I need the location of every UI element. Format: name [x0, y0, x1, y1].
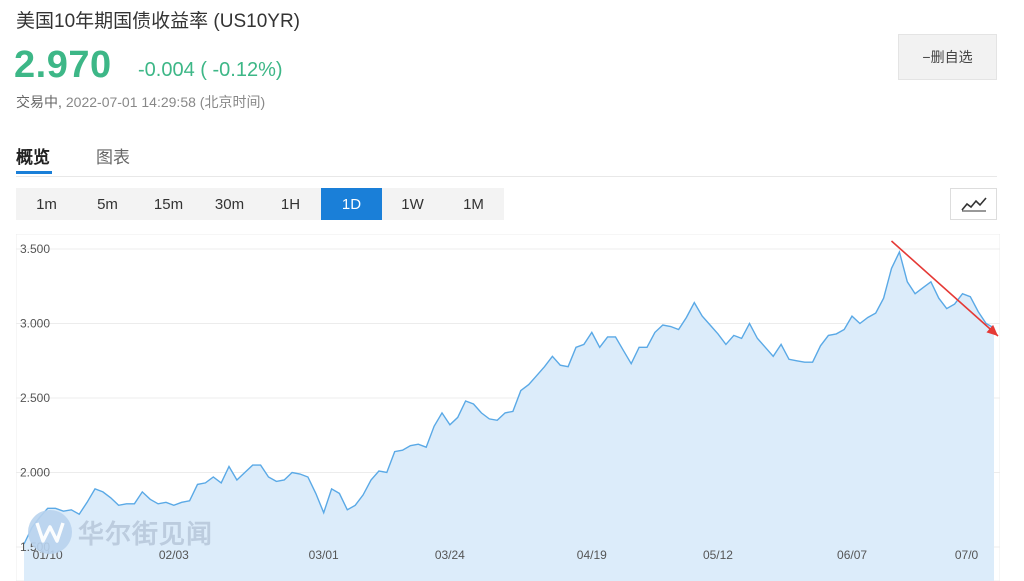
period-15m[interactable]: 15m [153, 195, 184, 213]
x-tick-label: 03/24 [435, 548, 465, 562]
period-1d[interactable]: 1D [321, 188, 382, 220]
x-tick-label: 02/03 [159, 548, 189, 562]
status-timestamp: 2022-07-01 14:29:58 (北京时间) [65, 94, 266, 110]
line-chart-icon [960, 197, 987, 212]
y-tick-label: 2.500 [20, 391, 50, 405]
watermark: 华尔街见闻 [28, 510, 213, 554]
x-tick-label: 06/07 [837, 548, 867, 562]
trend-arrow-head [986, 324, 998, 336]
yield-line [23, 249, 995, 545]
active-tab-indicator [16, 171, 52, 174]
period-1mo[interactable]: 1M [463, 195, 484, 213]
x-tick-label: 03/01 [309, 548, 339, 562]
period-30m[interactable]: 30m [214, 195, 245, 213]
x-tick-label: 07/0 [955, 548, 979, 562]
instrument-title: 美国10年期国债收益率 (US10YR) [16, 11, 300, 32]
chart-type-button[interactable] [950, 188, 997, 220]
tab-chart[interactable]: 图表 [96, 148, 130, 167]
period-1w[interactable]: 1W [401, 195, 424, 213]
yield-area [24, 252, 994, 581]
trading-status: 交易中, 2022-07-01 14:29:58 (北京时间) [16, 92, 265, 112]
y-tick-label: 2.000 [20, 466, 50, 480]
y-tick-label: 3.000 [20, 317, 50, 331]
current-price: 2.970 [14, 44, 112, 86]
y-tick-label: 3.500 [20, 242, 50, 256]
status-text: 交易中, [16, 94, 62, 110]
watermark-logo-icon [28, 510, 72, 554]
period-1m[interactable]: 1m [36, 195, 57, 213]
x-tick-label: 05/12 [703, 548, 733, 562]
period-5m[interactable]: 5m [97, 195, 118, 213]
price-change: -0.004 ( -0.12%) [138, 59, 283, 81]
tab-overview[interactable]: 概览 [16, 148, 50, 167]
period-1h[interactable]: 1H [280, 195, 301, 213]
x-tick-label: 04/19 [577, 548, 607, 562]
period-selector: 1m 5m 15m 30m 1H 1D 1W 1M [16, 188, 504, 220]
trend-arrow-line [890, 240, 999, 337]
watermark-text: 华尔街见闻 [78, 519, 214, 550]
remove-watchlist-button[interactable]: −删自选 [898, 34, 997, 80]
tab-bar: 概览 图表 [16, 138, 997, 177]
